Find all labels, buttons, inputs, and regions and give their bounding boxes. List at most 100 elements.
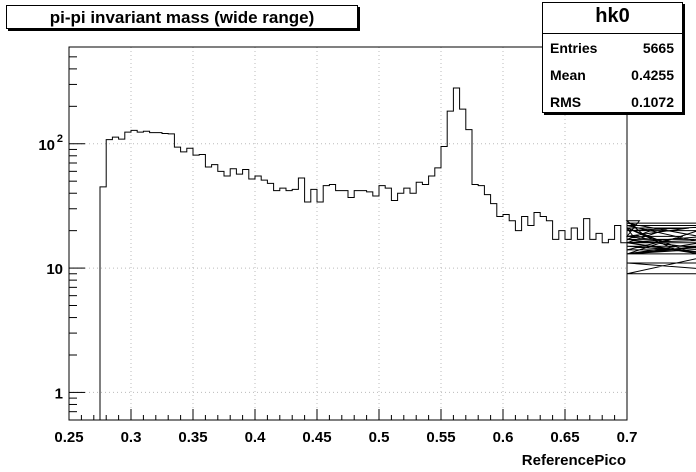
histogram-bin bbox=[156, 133, 162, 420]
histogram-bin bbox=[497, 216, 503, 420]
histogram-bin bbox=[367, 192, 373, 420]
histogram-bin bbox=[596, 233, 602, 420]
title-box: pi-pi invariant mass (wide range) bbox=[6, 5, 358, 29]
x-tick-label: 0.35 bbox=[178, 429, 207, 446]
histogram-bin bbox=[119, 139, 125, 420]
x-axis-label: ReferencePico bbox=[521, 452, 626, 469]
histogram-bin bbox=[385, 188, 391, 420]
histogram-bin bbox=[360, 191, 366, 420]
histogram-bin bbox=[267, 183, 273, 420]
x-tick-label: 0.7 bbox=[617, 429, 638, 446]
histogram-bin bbox=[193, 155, 199, 420]
histogram-bin bbox=[106, 140, 112, 420]
x-tick-label: 0.65 bbox=[550, 429, 579, 446]
y-tick-label: 1 bbox=[55, 385, 63, 402]
histogram-bin bbox=[329, 185, 335, 420]
y-tick-label: 10 bbox=[38, 137, 55, 154]
histogram-bin bbox=[478, 186, 484, 420]
histogram-bin bbox=[187, 148, 193, 420]
histogram-bin bbox=[336, 191, 342, 420]
histogram-bin bbox=[602, 243, 608, 420]
x-tick-label: 0.55 bbox=[426, 429, 455, 446]
histogram-bin bbox=[323, 186, 329, 420]
stats-value: 0.4255 bbox=[631, 67, 674, 83]
histogram-bin bbox=[125, 132, 131, 420]
x-tick-label: 0.5 bbox=[369, 429, 390, 446]
histogram-bin bbox=[484, 195, 490, 420]
histogram-bin bbox=[112, 137, 118, 420]
histogram-bin bbox=[286, 191, 292, 420]
y-tick-label: 10 bbox=[46, 261, 63, 278]
x-tick-label: 0.25 bbox=[54, 429, 83, 446]
histogram-bin bbox=[491, 204, 497, 420]
histogram-bin bbox=[379, 186, 385, 420]
stats-key: Entries bbox=[550, 40, 598, 56]
histogram-bin bbox=[460, 109, 466, 420]
x-tick-label: 0.3 bbox=[121, 429, 142, 446]
histogram-bin bbox=[348, 197, 354, 420]
stats-key: RMS bbox=[550, 94, 582, 110]
x-tick-label: 0.6 bbox=[493, 429, 514, 446]
histogram-bin bbox=[218, 171, 224, 420]
histogram-bin bbox=[522, 216, 528, 420]
histogram-bin bbox=[565, 239, 571, 420]
histogram-bin bbox=[354, 191, 360, 420]
histogram-bin bbox=[503, 214, 509, 420]
stats-value: 5665 bbox=[642, 40, 674, 56]
stats-row-rms: RMS 0.1072 bbox=[550, 94, 674, 116]
histogram-bin bbox=[453, 88, 459, 420]
histogram-bin bbox=[559, 231, 565, 420]
histogram-bin bbox=[398, 193, 404, 420]
histogram-bin bbox=[422, 185, 428, 420]
histogram-bin bbox=[342, 191, 348, 420]
histogram-bin bbox=[131, 130, 137, 420]
histogram-bin bbox=[100, 187, 106, 420]
histogram-bin bbox=[261, 180, 267, 420]
y-tick-exponent: 2 bbox=[57, 133, 63, 145]
histogram-bin bbox=[404, 188, 410, 420]
histogram-bin bbox=[162, 133, 168, 420]
histogram-bin bbox=[528, 226, 534, 420]
histogram-bin bbox=[298, 178, 304, 420]
chart-title: pi-pi invariant mass (wide range) bbox=[49, 8, 315, 27]
histogram-bin bbox=[181, 152, 187, 420]
histogram-bin bbox=[205, 167, 211, 420]
histogram-bin bbox=[317, 202, 323, 420]
histogram-bin bbox=[416, 182, 422, 420]
stats-key: Mean bbox=[550, 67, 586, 83]
histogram-name: hk0 bbox=[543, 5, 682, 34]
histogram-bin bbox=[168, 134, 174, 420]
histogram-bin bbox=[373, 196, 379, 420]
x-tick-label: 0.4 bbox=[245, 429, 267, 446]
histogram-bin bbox=[540, 216, 546, 420]
histogram-bin bbox=[584, 219, 590, 420]
histogram-bin bbox=[546, 221, 552, 420]
histogram-bin bbox=[311, 189, 317, 420]
histogram-bin bbox=[305, 202, 311, 420]
histogram-bin bbox=[429, 176, 435, 420]
histogram-bin bbox=[515, 231, 521, 420]
histogram-bin bbox=[150, 133, 156, 420]
histogram-bin bbox=[571, 228, 577, 420]
histogram-bin bbox=[472, 185, 478, 420]
histogram-bin bbox=[199, 154, 205, 420]
histogram-bin bbox=[534, 212, 540, 420]
histogram-bin bbox=[410, 193, 416, 420]
histogram-bin bbox=[553, 239, 559, 420]
histogram-bin bbox=[230, 169, 236, 420]
histogram-bin bbox=[292, 189, 298, 420]
histogram-bin bbox=[577, 239, 583, 420]
histogram-bin bbox=[224, 176, 230, 420]
histogram-bin bbox=[590, 239, 596, 420]
histogram-bin bbox=[274, 191, 280, 420]
histogram-bin bbox=[435, 168, 441, 420]
histogram-bin bbox=[608, 239, 614, 420]
stats-box: hk0 Entries 5665 Mean 0.4255 RMS 0.1072 bbox=[542, 2, 683, 113]
histogram-bin bbox=[143, 131, 149, 420]
histogram-bin bbox=[466, 130, 472, 420]
x-tick-label: 0.45 bbox=[302, 429, 331, 446]
histogram-bin bbox=[212, 165, 218, 420]
histogram-bin bbox=[255, 176, 261, 420]
